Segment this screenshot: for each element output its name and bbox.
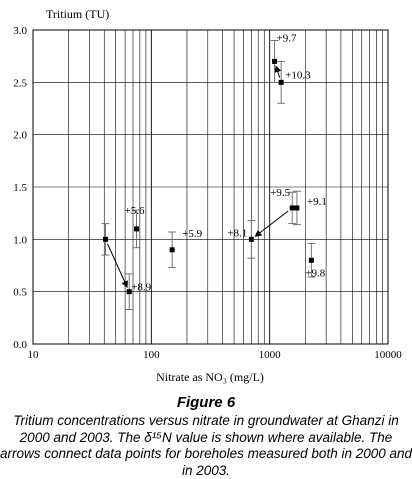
data-label: +8.1 (227, 227, 247, 239)
y-tick-label: 3.0 (13, 25, 27, 37)
point-marker (169, 247, 175, 253)
data-point: +9.5 (270, 187, 297, 225)
point-marker (278, 79, 284, 85)
y-tick-label: 2.5 (13, 77, 27, 89)
data-point (101, 223, 110, 256)
point-marker (134, 226, 140, 232)
x-tick-label: 1000 (259, 349, 282, 361)
figure-label: Figure 6 (176, 394, 236, 411)
plot-frame (32, 29, 389, 345)
y-tick-label: 2.0 (13, 130, 27, 142)
data-label: +9.5 (270, 187, 290, 199)
y-tick-label: 1.0 (13, 234, 27, 246)
data-label: +5.6 (125, 205, 145, 217)
point-marker (289, 205, 295, 211)
data-point: +9.1 (292, 190, 327, 226)
axes: 10 100 1000 10000 0.0 0.5 1.0 1.5 2.0 2.5 3.0 (13, 25, 402, 361)
x-tick-label: 10 (28, 349, 40, 361)
data-point: +9.7 (270, 32, 297, 83)
data-point: +8.1 (227, 220, 256, 259)
y-tick-label: 1.5 (13, 182, 27, 194)
connecting-arrow (254, 210, 289, 237)
y-tick-label: 0.5 (13, 287, 27, 299)
data-label: +10.3 (285, 69, 311, 81)
point-marker (294, 205, 300, 211)
y-tick-label: 0.0 (13, 339, 27, 351)
connecting-arrow (107, 243, 128, 289)
point-marker (308, 257, 314, 263)
grid (33, 30, 388, 344)
data-label: +9.8 (305, 267, 325, 279)
x-tick-label: 10000 (374, 349, 402, 361)
connecting-arrow (274, 65, 282, 78)
data-point: +5.9 (168, 228, 203, 269)
data-label: +8.9 (131, 282, 151, 294)
x-axis-label: Nitrate as NO₃ (mg/L) (156, 370, 264, 384)
data-point: +8.9 (125, 273, 152, 310)
point-marker (126, 289, 132, 295)
point-marker (248, 236, 254, 242)
x-tick-label: 100 (143, 349, 160, 361)
data-label: +5.9 (182, 228, 202, 240)
y-axis-label: Tritium (TU) (46, 7, 109, 21)
figure-caption: Figure 6 Tritium concentrations versus n… (0, 393, 412, 479)
point-marker (103, 236, 109, 242)
arrows (107, 65, 289, 289)
point-marker (272, 58, 278, 64)
tritium-nitrate-chart: 10 100 1000 10000 0.0 0.5 1.0 1.5 2.0 2.5 3.0 +8.9… (13, 7, 402, 384)
data-label: +9.7 (277, 32, 297, 44)
caption-text: Tritium concentrations versus nitrate in… (0, 413, 412, 478)
data-points: +8.9 +5.6 +5.9 +8.1 +9.5 +9.1 +9.8 +9.7 +10.3 (101, 32, 327, 310)
data-point: +10.3 (277, 60, 311, 104)
data-point: +9.8 (305, 243, 326, 279)
data-label: +9.1 (307, 196, 327, 208)
data-point: +5.6 (125, 205, 145, 249)
